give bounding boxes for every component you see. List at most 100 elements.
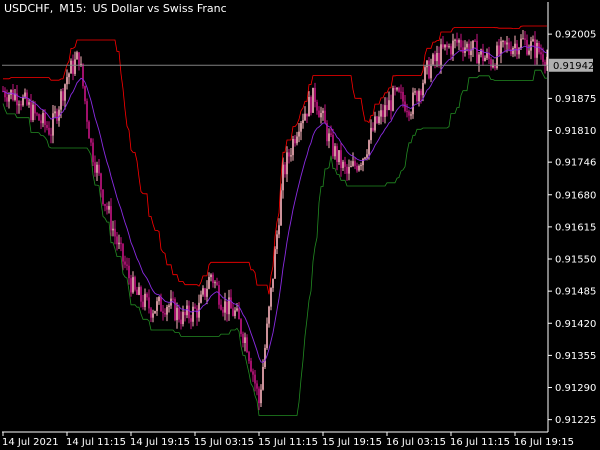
candle [114, 220, 116, 245]
candle-body [324, 110, 326, 124]
candle [360, 162, 362, 171]
candle [246, 334, 248, 353]
candle-body [432, 54, 434, 65]
price-tick-label: 0.91680 [555, 190, 596, 201]
candle [162, 305, 164, 321]
candle-body [74, 59, 76, 74]
candle-body [144, 293, 146, 307]
current-price-tag: 0.91942 [549, 58, 594, 72]
candle [300, 120, 302, 141]
candle [522, 29, 524, 40]
candle-body [416, 91, 418, 102]
candle-body [42, 112, 44, 124]
candle [328, 128, 330, 149]
candle [106, 202, 108, 215]
candle-body [132, 277, 134, 293]
candle-body [310, 96, 312, 113]
candle-body [136, 289, 138, 295]
candle-body [332, 134, 334, 157]
candle [182, 305, 184, 327]
candle-body [454, 39, 456, 41]
time-tick-label: 14 Jul 2021 [2, 437, 59, 448]
candle [252, 368, 254, 382]
candle [170, 290, 172, 309]
candle [332, 128, 334, 159]
candle-body [480, 49, 482, 55]
candle [426, 59, 428, 75]
candle-body [440, 44, 442, 66]
candle-body [90, 138, 92, 143]
candle-body [194, 306, 196, 309]
candle [382, 104, 384, 123]
candle [476, 33, 478, 64]
candle-body [12, 89, 14, 100]
candle-body [52, 113, 54, 136]
candle [104, 203, 106, 212]
candle [130, 274, 132, 297]
candle-body [276, 234, 278, 250]
candle [238, 302, 240, 320]
candle [488, 46, 490, 64]
candle-body [540, 52, 542, 55]
candle [156, 297, 158, 316]
price-tick-label: 0.91875 [555, 94, 596, 105]
candle [484, 55, 486, 62]
candle-body [6, 97, 8, 102]
candle [370, 119, 372, 144]
candle [400, 84, 402, 100]
candle [76, 50, 78, 60]
candle [528, 44, 530, 56]
candle-body [410, 114, 412, 116]
candle-body [328, 133, 330, 142]
candle [380, 103, 382, 125]
candle-body [516, 43, 518, 55]
candle [430, 58, 432, 83]
candle-body [352, 161, 354, 166]
candle-body [162, 311, 164, 314]
candle [16, 84, 18, 114]
candle-body [112, 228, 114, 231]
candle [408, 109, 410, 122]
candle-body [202, 288, 204, 295]
candle-body [314, 87, 316, 102]
candle-body [94, 162, 96, 173]
candle-body [368, 140, 370, 155]
candle [448, 43, 450, 49]
candle [276, 230, 278, 254]
candle-body [156, 301, 158, 311]
price-tick-label: 0.91290 [555, 383, 596, 394]
candle-body [406, 111, 408, 113]
candle [40, 114, 42, 129]
candle-body [544, 61, 546, 66]
candle-body [422, 83, 424, 96]
candle-body [150, 308, 152, 318]
candle [256, 380, 258, 396]
candle-body [388, 100, 390, 111]
candle-body [134, 277, 136, 290]
candle-body [306, 113, 308, 117]
candle-body [452, 40, 454, 55]
candle [152, 309, 154, 323]
chart-title: USDCHF, M15: US Dollar vs Swiss Franc [4, 2, 233, 15]
candle-body [542, 54, 544, 62]
candle [494, 62, 496, 71]
candle [460, 33, 462, 53]
candle-body [272, 278, 274, 288]
candle [50, 127, 52, 144]
candle [44, 109, 46, 133]
price-tick-label: 0.91420 [555, 319, 596, 330]
candle-body [38, 114, 40, 121]
candle-body [258, 388, 260, 404]
candle-body [238, 308, 240, 320]
time-tick-label: 16 Jul 03:15 [386, 437, 446, 448]
candle-body [436, 52, 438, 62]
candle-body [208, 277, 210, 289]
candle [52, 105, 54, 144]
candle-body [298, 131, 300, 137]
candle-body [478, 54, 480, 64]
candle [172, 291, 174, 303]
candle [486, 48, 488, 61]
candle-body [192, 306, 194, 322]
